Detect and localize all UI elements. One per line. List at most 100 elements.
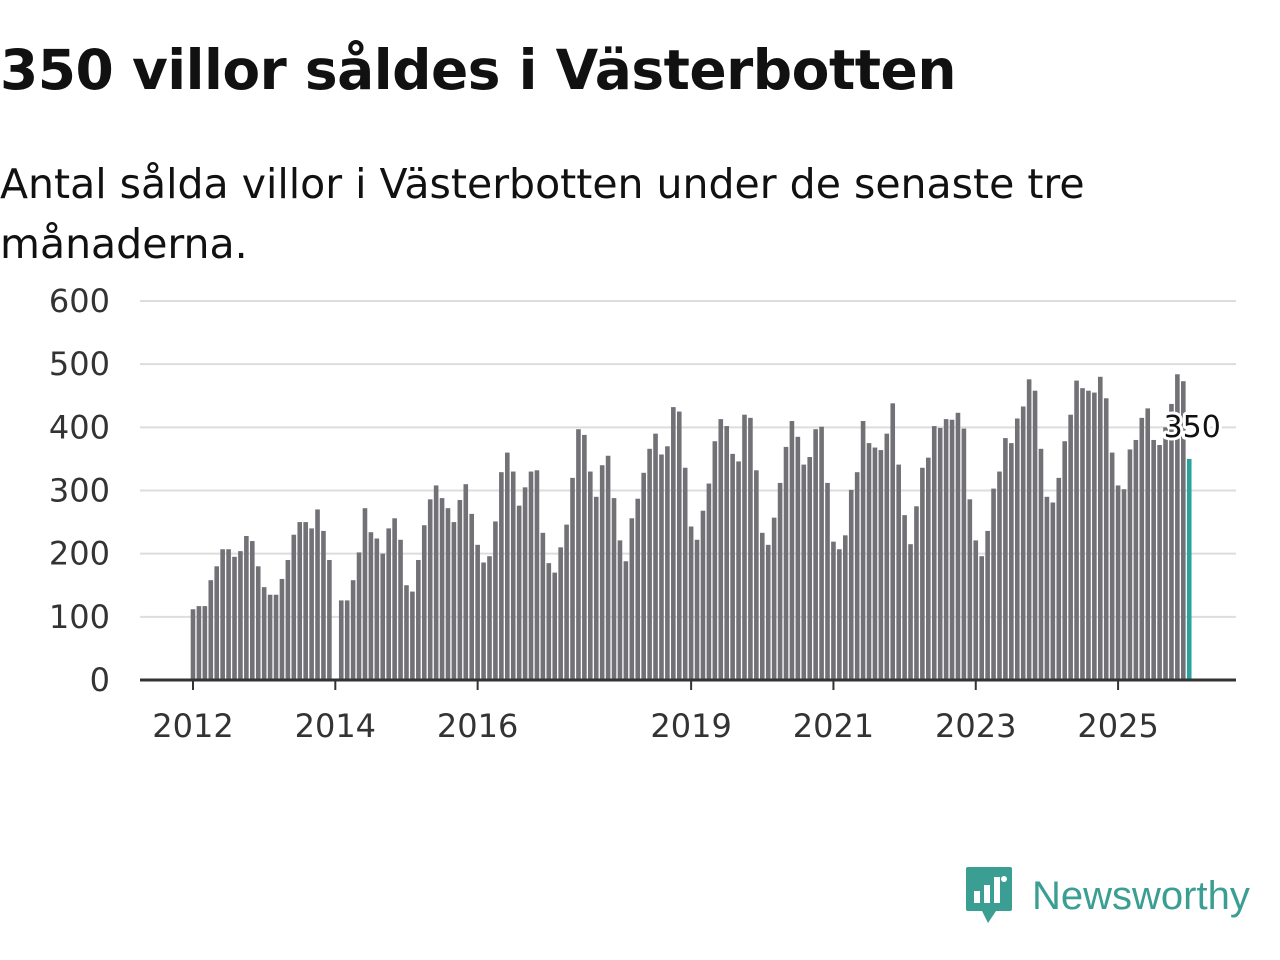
bar xyxy=(1151,439,1156,680)
bar xyxy=(848,489,854,680)
bar xyxy=(676,411,682,680)
chart-subtitle: Antal sålda villor i Västerbotten under … xyxy=(0,160,1085,268)
bar xyxy=(1086,390,1091,680)
bar xyxy=(813,429,818,680)
bar xyxy=(1121,489,1127,680)
bar xyxy=(297,522,303,680)
bar xyxy=(540,532,546,680)
bar xyxy=(736,461,741,680)
bar xyxy=(261,587,267,680)
bar xyxy=(356,552,362,680)
bar xyxy=(1003,438,1008,680)
bar xyxy=(1163,427,1168,680)
y-tick-label: 300 xyxy=(49,472,110,510)
bar xyxy=(504,452,510,680)
bar xyxy=(362,508,368,680)
bar xyxy=(742,414,747,680)
bar xyxy=(878,450,884,680)
bar xyxy=(682,467,688,680)
bar xyxy=(499,472,504,680)
bar xyxy=(1080,388,1085,680)
bar xyxy=(754,470,759,680)
bar xyxy=(653,433,658,680)
bar xyxy=(831,541,836,680)
bar xyxy=(825,482,830,680)
bar xyxy=(1157,445,1162,680)
bar xyxy=(309,528,314,680)
highlight-value-halo: 350 xyxy=(1164,410,1221,445)
bar xyxy=(1026,379,1032,680)
bar xyxy=(255,566,261,680)
bar xyxy=(576,429,581,680)
bar xyxy=(522,487,528,680)
x-axis xyxy=(140,678,1236,690)
bar xyxy=(860,421,866,680)
bar xyxy=(487,556,492,680)
bar xyxy=(967,499,973,680)
bar xyxy=(588,471,593,680)
bar xyxy=(1175,374,1180,680)
bar xyxy=(202,606,208,680)
bar xyxy=(629,518,635,680)
bar xyxy=(534,470,540,680)
bar xyxy=(884,433,890,680)
bar xyxy=(196,606,202,680)
bar xyxy=(238,551,243,680)
bar xyxy=(374,538,380,680)
bar xyxy=(1097,376,1103,680)
bar xyxy=(1109,452,1115,680)
bar xyxy=(890,403,896,680)
bar xyxy=(1074,380,1079,680)
bar xyxy=(510,471,516,680)
bar xyxy=(617,540,623,680)
y-axis-labels: 0 100 200 300 400 500 600 xyxy=(49,282,110,699)
bar xyxy=(937,427,943,680)
x-axis-labels: 2012 2014 2016 2019 2021 2023 2025 xyxy=(152,707,1159,745)
bar xyxy=(807,457,813,680)
bar xyxy=(943,419,949,680)
bar xyxy=(765,544,771,680)
x-tick-label: 2023 xyxy=(935,707,1016,745)
bar xyxy=(920,467,925,680)
bar xyxy=(416,559,421,680)
bar xyxy=(564,524,569,680)
bar xyxy=(516,505,522,680)
bar xyxy=(908,544,913,680)
bar xyxy=(973,540,979,680)
highlight-value-label: 350 xyxy=(1164,410,1221,445)
bar xyxy=(208,580,214,680)
bar xyxy=(232,556,237,680)
x-tick-label: 2016 xyxy=(437,707,518,745)
bar xyxy=(866,443,872,680)
bar xyxy=(404,585,409,680)
bar xyxy=(250,541,255,680)
bar xyxy=(1068,414,1073,680)
x-tick-label: 2025 xyxy=(1077,707,1158,745)
bar xyxy=(338,600,344,680)
bar xyxy=(843,535,848,680)
y-tick-label: 600 xyxy=(49,282,110,320)
bar xyxy=(730,453,735,680)
bar xyxy=(421,525,427,680)
bar xyxy=(623,561,629,680)
bar xyxy=(759,532,765,680)
bar xyxy=(285,559,291,680)
bar xyxy=(783,446,789,680)
bar xyxy=(1115,485,1121,680)
bar xyxy=(1056,477,1062,680)
bar xyxy=(748,417,753,680)
bar xyxy=(475,544,480,680)
bar xyxy=(528,471,534,680)
bar xyxy=(1127,449,1133,680)
bar xyxy=(991,488,996,680)
bar xyxy=(1169,403,1174,680)
bar xyxy=(481,562,486,680)
bar xyxy=(1139,417,1145,680)
bar xyxy=(777,482,783,680)
bar xyxy=(1103,398,1109,680)
bar xyxy=(368,532,374,680)
bar xyxy=(410,591,415,680)
newsworthy-logo[interactable]: Newsworthy xyxy=(964,864,1250,928)
bar xyxy=(1062,441,1068,680)
chart-title: 350 villor såldes i Västerbotten xyxy=(0,38,957,102)
